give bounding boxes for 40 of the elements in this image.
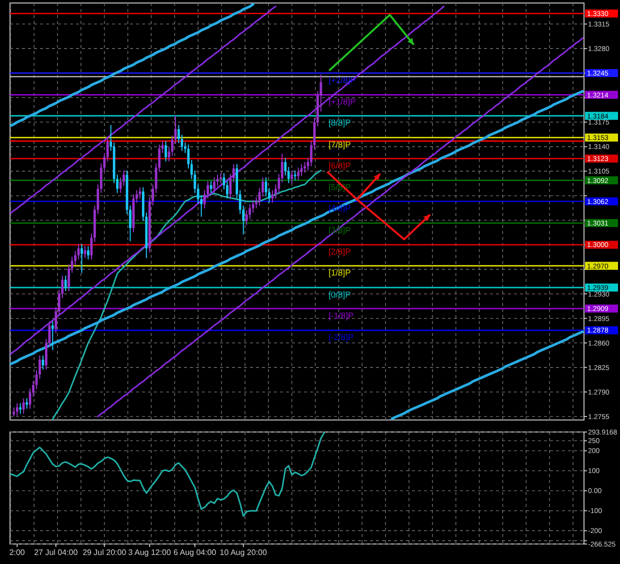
candlestick [80,244,83,274]
x-tick-label: 3 Aug 12:00 [128,548,172,557]
candlestick [12,406,16,417]
annotation: [6/8]P [328,160,352,170]
line-series [10,3,254,127]
candlestick [220,172,222,184]
x-tick-label: 29 Jul 20:00 [82,548,127,557]
annotation: [8/8]P [328,118,352,128]
line-series [10,432,325,517]
candlestick [19,402,22,414]
candlestick [297,167,300,181]
annotation: [0/8]P [328,289,352,300]
candlestick [87,246,90,260]
line-series [390,330,584,420]
x-tick-label: 6 Aug 04:00 [174,548,217,557]
candlestick [164,140,167,162]
line-series [97,37,584,418]
x-tick-label: 27 Jul 04:00 [34,548,78,557]
candlestick [64,275,67,292]
candlestick [51,320,54,350]
line-series [10,6,444,355]
annotation: [2/8]P [328,246,352,257]
x-tick-label: 10 Aug 20:00 [220,548,268,557]
candlestick [304,162,306,174]
candlestick [294,170,296,181]
annotation: [+1/8]P [328,96,356,107]
x-tick-label: 2:00 [9,548,26,557]
candlestick [22,398,25,414]
candlestick [138,186,142,200]
annotation: [-2/8]P [328,332,354,342]
annotation: [7/8]P [328,139,352,150]
candlestick [16,402,18,416]
candlestick [290,170,294,184]
annotation: [1/8]P [328,268,352,278]
annotation: [-1/8]P [328,310,354,320]
candlestick [213,177,216,194]
line-series [10,6,276,214]
candlestick [26,398,28,410]
line-series [10,90,584,366]
line-series [52,170,322,420]
